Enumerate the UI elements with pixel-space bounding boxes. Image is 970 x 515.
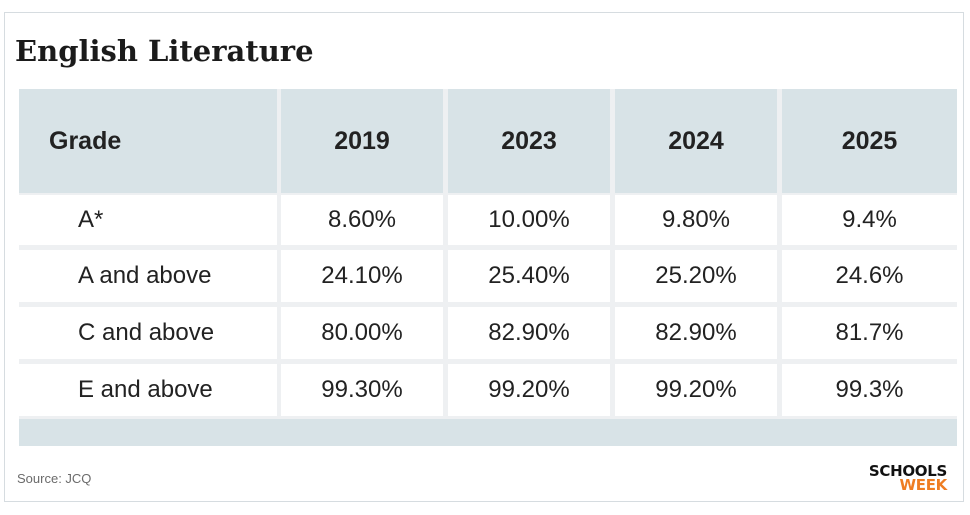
table-row: C and above 80.00% 82.90% 82.90% 81.7% [19,307,957,359]
table-cell: 82.90% [615,307,777,359]
source-note: Source: JCQ [17,471,92,486]
schools-week-logo: SCHOOLS WEEK [868,462,948,494]
table-cell: 82.90% [448,307,610,359]
table-row: E and above 99.30% 99.20% 99.20% 99.3% [19,364,957,416]
header-cell-2025: 2025 [782,89,957,193]
table-cell: 80.00% [281,307,443,359]
table-row: A and above 24.10% 25.40% 25.20% 24.6% [19,250,957,302]
table-footer-band [19,419,957,446]
header-cell-2019: 2019 [281,89,443,193]
row-label: E and above [19,364,277,416]
header-cell-grade: Grade [19,89,277,193]
table-row: A* 8.60% 10.00% 9.80% 9.4% [19,195,957,245]
table-cell: 24.6% [782,250,957,302]
table-cell: 24.10% [281,250,443,302]
table-cell: 9.4% [782,195,957,245]
logo-line-2: WEEK [899,476,948,494]
header-cell-2023: 2023 [448,89,610,193]
results-table: Grade 2019 2023 2024 2025 A* 8.60% 10.00… [19,89,957,446]
table-cell: 25.20% [615,250,777,302]
table-header-row: Grade 2019 2023 2024 2025 [19,89,957,193]
table-cell: 99.20% [615,364,777,416]
row-label: A* [19,195,277,245]
page-title: English Literature [15,34,314,68]
table-cell: 8.60% [281,195,443,245]
table-cell: 10.00% [448,195,610,245]
row-label: A and above [19,250,277,302]
chart-card: English Literature Grade 2019 2023 2024 … [4,12,964,502]
table-cell: 99.20% [448,364,610,416]
table-cell: 25.40% [448,250,610,302]
logo-line-1: SCHOOLS [868,462,947,480]
header-cell-2024: 2024 [615,89,777,193]
row-label: C and above [19,307,277,359]
table-cell: 99.3% [782,364,957,416]
table-cell: 99.30% [281,364,443,416]
table-cell: 9.80% [615,195,777,245]
table-cell: 81.7% [782,307,957,359]
